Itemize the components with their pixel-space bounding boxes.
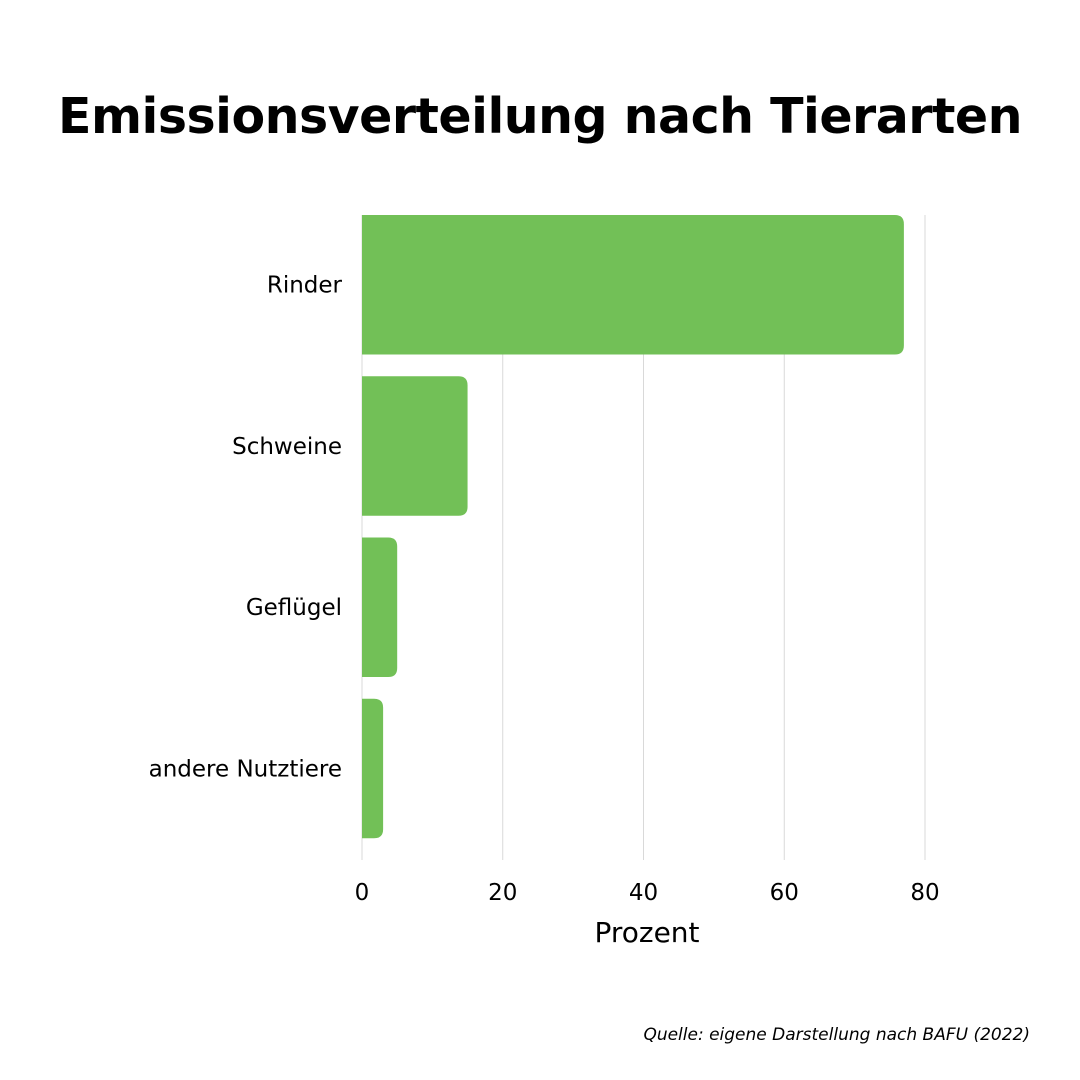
source-note: Quelle: eigene Darstellung nach BAFU (20… [643, 1025, 1030, 1045]
bars [362, 215, 904, 839]
bar [362, 698, 384, 839]
x-tick-labels: 0 20 40 60 80 [355, 880, 940, 906]
x-tick-label: 0 [355, 880, 370, 906]
category-label: andere Nutztiere [149, 756, 342, 782]
x-tick-label: 60 [770, 880, 799, 906]
category-label: Rinder [267, 273, 343, 299]
category-label: Geflügel [246, 595, 342, 621]
bar [362, 215, 904, 355]
x-axis-label: Prozent [594, 916, 699, 949]
bar [362, 537, 398, 677]
x-tick-label: 80 [910, 880, 939, 906]
x-tick-label: 20 [488, 880, 517, 906]
category-label: Schweine [232, 434, 342, 460]
x-tick-label: 40 [629, 880, 658, 906]
category-labels: Rinder Schweine Geflügel andere Nutztiere [149, 273, 343, 783]
chart-title: Emissionsverteilung nach Tierarten [58, 88, 1022, 145]
bar [362, 376, 468, 516]
